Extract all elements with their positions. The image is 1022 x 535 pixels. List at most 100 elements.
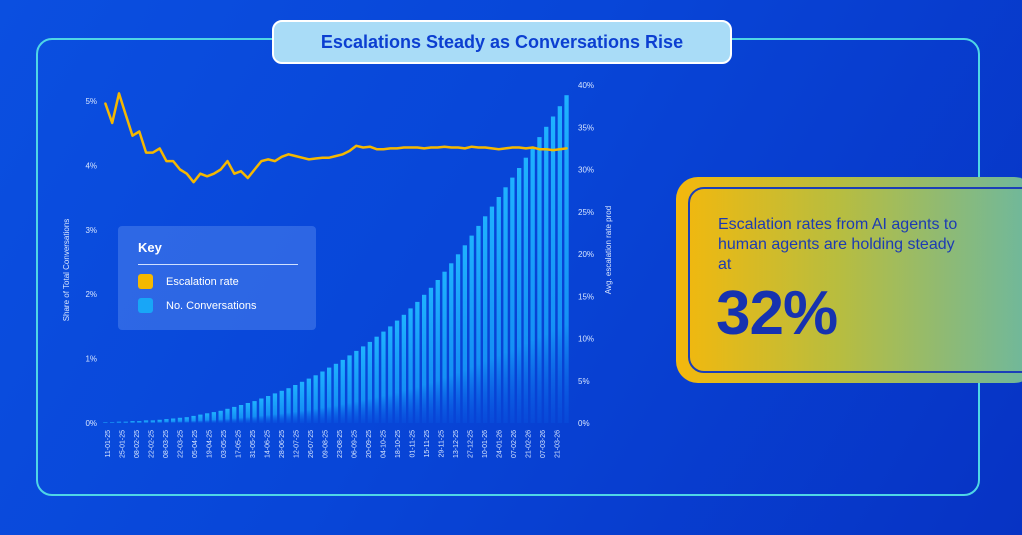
conversation-bar <box>374 336 379 423</box>
conversation-bar <box>523 157 528 423</box>
conversation-bar <box>137 421 142 423</box>
conversation-bar <box>177 417 183 423</box>
conversation-bar <box>306 378 311 423</box>
legend: Key Escalation rate No. Conversations <box>118 226 316 330</box>
conversation-bar <box>537 137 542 423</box>
conversation-bar <box>218 410 223 423</box>
right-axis-tick: 40% <box>578 81 594 90</box>
legend-swatch-escalation <box>138 274 153 289</box>
right-axis-tick: 0% <box>578 419 590 428</box>
x-axis-tick: 21-02-26 <box>526 430 533 458</box>
x-axis-tick: 14-06-25 <box>265 430 272 458</box>
conversation-bar <box>259 398 264 423</box>
callout-text: Escalation rates from AI agents to human… <box>718 216 958 273</box>
x-axis-tick: 03-05-25 <box>221 430 228 458</box>
conversation-bar <box>171 418 176 423</box>
conversation-bar <box>544 126 549 424</box>
conversation-bar <box>401 314 406 423</box>
conversation-bar <box>476 225 481 423</box>
x-axis-tick: 08-03-25 <box>163 430 170 458</box>
x-axis-tick: 22-03-25 <box>178 430 185 458</box>
conversation-bar <box>462 245 467 423</box>
x-axis-tick: 15-11-25 <box>424 430 431 458</box>
conversation-bar <box>517 168 522 423</box>
x-axis-tick: 06-09-25 <box>352 430 359 458</box>
x-axis-tick: 11-01-25 <box>105 430 112 458</box>
legend-label: Escalation rate <box>166 275 239 288</box>
legend-item-escalation: Escalation rate <box>138 274 239 289</box>
right-axis-tick: 25% <box>578 208 594 217</box>
conversation-bar <box>225 408 230 423</box>
conversation-bar <box>232 406 237 423</box>
conversation-bar <box>150 420 155 423</box>
conversation-bar <box>381 331 386 423</box>
left-axis-label: Share of Total Conversations <box>62 219 71 322</box>
left-axis-tick: 5% <box>85 97 97 106</box>
conversation-bar <box>157 419 162 423</box>
conversation-bar <box>489 206 495 423</box>
conversation-bar <box>455 254 461 423</box>
conversation-bar <box>428 287 434 423</box>
callout-border <box>688 187 1022 373</box>
x-axis-tick: 21-03-26 <box>555 430 562 458</box>
right-axis-tick: 15% <box>578 292 594 301</box>
conversation-bar <box>333 363 339 423</box>
x-axis-tick: 09-08-25 <box>323 430 330 458</box>
right-axis-tick: 5% <box>578 377 590 386</box>
x-axis-tick: 25-01-25 <box>120 430 127 458</box>
conversation-bar <box>347 355 352 423</box>
x-axis-tick: 12-07-25 <box>294 430 301 458</box>
right-axis-tick: 30% <box>578 166 594 175</box>
conversation-bar <box>299 381 305 423</box>
conversation-bar <box>272 393 278 423</box>
legend-item-conversations: No. Conversations <box>138 298 257 313</box>
x-axis-tick: 31-05-25 <box>250 430 257 458</box>
conversation-bar <box>103 422 108 424</box>
conversation-bar <box>530 147 535 423</box>
callout-value: 32% <box>716 279 838 348</box>
conversation-bar <box>191 415 196 423</box>
left-axis-tick: 2% <box>85 290 97 299</box>
conversation-bar <box>469 235 474 423</box>
conversation-bar <box>313 375 318 423</box>
conversation-bar <box>340 359 345 423</box>
conversation-bar <box>211 412 216 423</box>
conversation-bar <box>320 371 325 423</box>
conversation-bar <box>184 417 189 423</box>
conversation-bar <box>367 341 372 423</box>
x-axis-tick: 01-11-25 <box>410 430 417 458</box>
conversation-bar <box>408 308 413 423</box>
x-axis-tick: 20-09-25 <box>366 430 373 458</box>
conversation-bar <box>388 326 393 423</box>
conversation-bar <box>198 414 203 423</box>
x-axis-tick: 13-12-25 <box>453 430 460 458</box>
conversation-bar <box>354 350 359 423</box>
escalation-rate-line <box>104 92 568 184</box>
x-axis-tick: 27-12-25 <box>468 430 475 458</box>
conversation-bar <box>394 320 400 423</box>
conversation-bar <box>143 420 149 423</box>
conversation-bar <box>442 271 447 423</box>
x-axis-tick: 29-11-25 <box>439 430 446 458</box>
conversation-bar <box>245 403 250 423</box>
conversation-bar <box>238 405 244 423</box>
conversation-bar <box>123 421 128 423</box>
conversation-bar <box>503 187 508 423</box>
chart-title: Escalations Steady as Conversations Rise <box>272 20 732 64</box>
left-axis-tick: 3% <box>85 226 97 235</box>
x-axis-tick: 19-04-25 <box>207 430 214 458</box>
right-axis-tick: 20% <box>578 250 594 259</box>
conversation-bar <box>279 390 284 423</box>
x-axis-tick: 26-07-25 <box>308 430 315 458</box>
legend-label: No. Conversations <box>166 299 257 312</box>
right-axis-tick: 35% <box>578 123 594 132</box>
callout-box <box>676 177 1022 383</box>
conversation-bar <box>266 396 271 423</box>
x-axis-tick: 24-01-26 <box>497 430 504 458</box>
conversation-bar <box>449 263 454 423</box>
conversation-bar <box>415 301 420 423</box>
conversation-bar <box>435 280 440 423</box>
conversation-bar <box>361 346 366 423</box>
legend-swatch-conversations <box>138 298 153 313</box>
